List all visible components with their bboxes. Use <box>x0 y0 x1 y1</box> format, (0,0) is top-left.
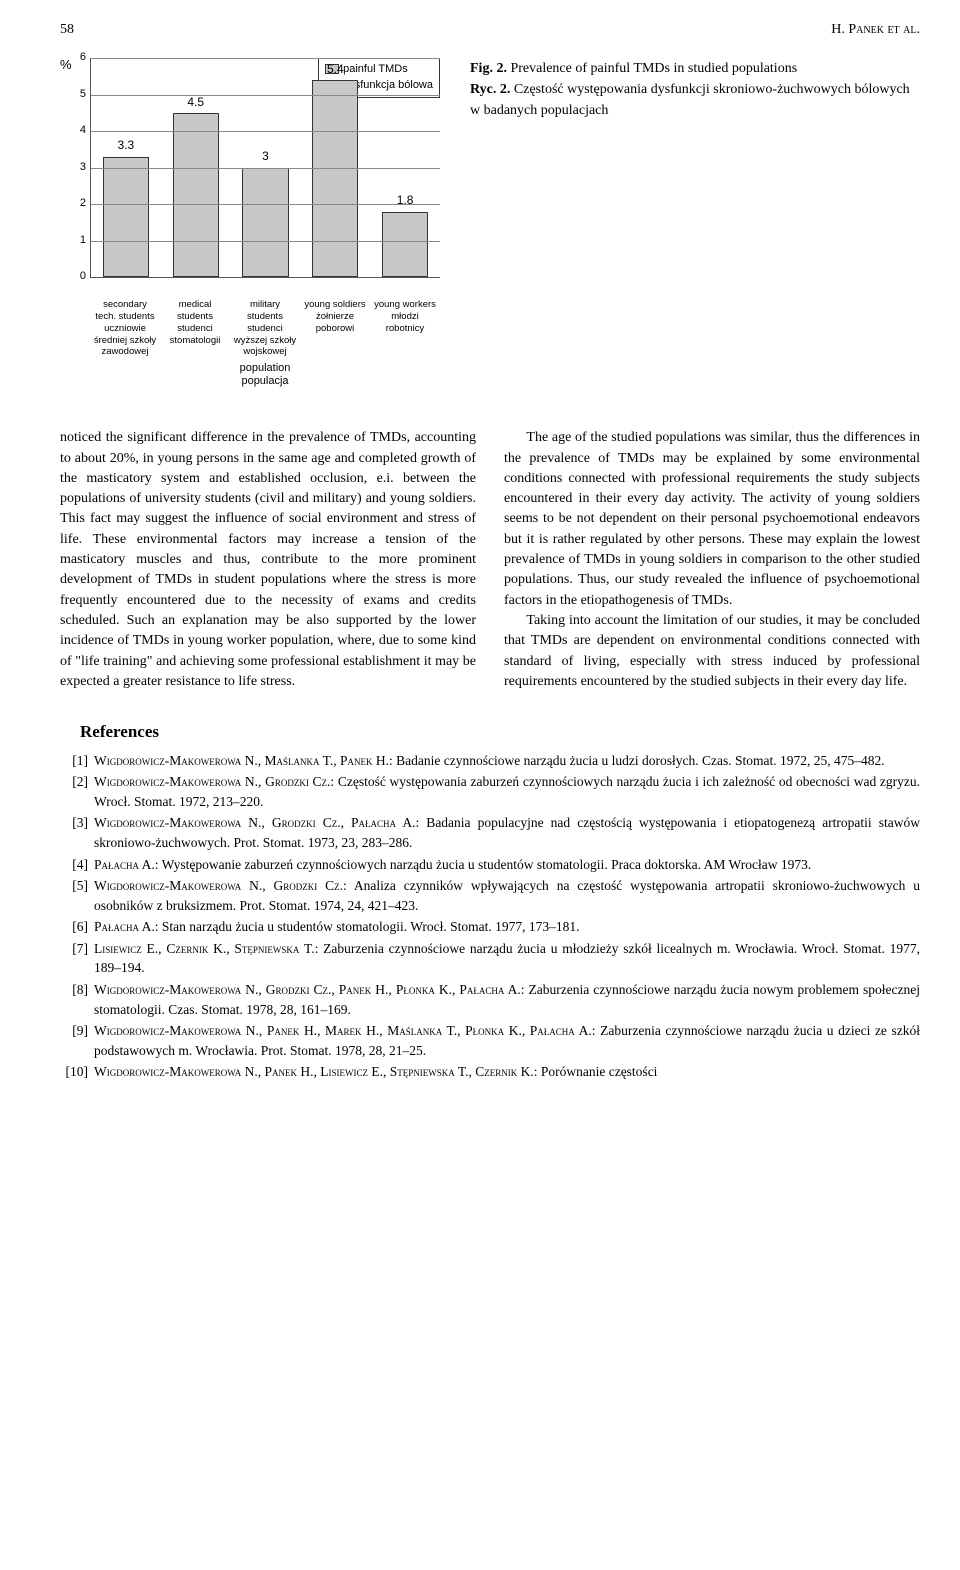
reference-text: Wigdorowicz-Makowerowa N., Grodzki Cz., … <box>94 980 920 1019</box>
figure-row: % painful TMDs dysfunkcja bólowa 3.34.53… <box>60 58 920 398</box>
y-tick-label: 0 <box>71 269 86 285</box>
reference-item: [5]Wigdorowicz-Makowerowa N., Grodzki Cz… <box>60 876 920 915</box>
bar <box>173 113 219 277</box>
bar-value-label: 5.4 <box>327 61 344 78</box>
x-tick-label: military studentsstudenci wyższej szkoły… <box>230 299 300 358</box>
reference-text: Lisiewicz E., Czernik K., Stępniewska T.… <box>94 939 920 978</box>
reference-body: : Stan narządu żucia u studentów stomato… <box>155 919 580 934</box>
reference-item: [10]Wigdorowicz-Makowerowa N., Panek H.,… <box>60 1062 920 1082</box>
x-tick-label: young soldiersżołnierze poborowi <box>300 299 370 358</box>
bar-value-label: 4.5 <box>187 94 204 111</box>
x-axis-label-pl: populacja <box>241 375 288 387</box>
y-tick-label: 6 <box>71 50 86 66</box>
bar <box>382 212 428 278</box>
reference-authors: Wigdorowicz-Makowerowa N., Grodzki Cz. <box>94 774 330 789</box>
reference-number: [8] <box>60 980 94 1019</box>
reference-authors: Wigdorowicz-Makowerowa N., Grodzki Cz., … <box>94 815 415 830</box>
grid-line <box>91 241 440 242</box>
reference-text: Pałacha A.: Występowanie zaburzeń czynno… <box>94 855 920 875</box>
x-tick-label: secondary tech. studentsuczniowie średni… <box>90 299 160 358</box>
x-tick-label: medical studentsstudenci stomatologii <box>160 299 230 358</box>
reference-body: : Występowanie zaburzeń czynnościowych n… <box>155 857 811 872</box>
reference-text: Pałacha A.: Stan narządu żucia u student… <box>94 917 920 937</box>
reference-number: [10] <box>60 1062 94 1082</box>
reference-authors: Pałacha A. <box>94 919 155 934</box>
caption-prefix-en: Fig. 2. <box>470 61 507 76</box>
reference-number: [6] <box>60 917 94 937</box>
reference-item: [4]Pałacha A.: Występowanie zaburzeń czy… <box>60 855 920 875</box>
header-authors: H. Panek et al. <box>831 20 920 40</box>
page-header: 58 H. Panek et al. <box>60 20 920 40</box>
reference-number: [2] <box>60 772 94 811</box>
reference-authors: Wigdorowicz-Makowerowa N., Grodzki Cz., … <box>94 982 521 997</box>
grid-line <box>91 131 440 132</box>
reference-number: [7] <box>60 939 94 978</box>
y-axis-label: % <box>60 56 72 75</box>
reference-number: [1] <box>60 751 94 771</box>
bar-value-label: 3.3 <box>118 137 135 154</box>
grid-line <box>91 168 440 169</box>
reference-authors: Pałacha A. <box>94 857 155 872</box>
y-tick-label: 1 <box>71 233 86 249</box>
reference-number: [4] <box>60 855 94 875</box>
reference-body: : Badanie czynnościowe narządu żucia u l… <box>389 753 885 768</box>
reference-text: Wigdorowicz-Makowerowa N., Maślanka T., … <box>94 751 920 771</box>
body-p1: noticed the significant difference in th… <box>60 428 476 692</box>
x-tick-label: young workersmłodzi robotnicy <box>370 299 440 358</box>
reference-authors: Wigdorowicz-Makowerowa N., Grodzki Cz. <box>94 878 343 893</box>
y-tick-label: 3 <box>71 160 86 176</box>
bar-chart: % painful TMDs dysfunkcja bólowa 3.34.53… <box>60 58 440 398</box>
reference-authors: Wigdorowicz-Makowerowa N., Panek H., Mar… <box>94 1023 592 1038</box>
reference-item: [2]Wigdorowicz-Makowerowa N., Grodzki Cz… <box>60 772 920 811</box>
references-list: [1]Wigdorowicz-Makowerowa N., Maślanka T… <box>60 751 920 1082</box>
y-tick-label: 2 <box>71 196 86 212</box>
caption-text-pl: Częstość występowania dysfunkcji skronio… <box>470 82 910 118</box>
reference-item: [6]Pałacha A.: Stan narządu żucia u stud… <box>60 917 920 937</box>
reference-text: Wigdorowicz-Makowerowa N., Panek H., Lis… <box>94 1062 920 1082</box>
bar <box>242 168 288 278</box>
grid-line <box>91 58 440 59</box>
reference-item: [8]Wigdorowicz-Makowerowa N., Grodzki Cz… <box>60 980 920 1019</box>
page-number: 58 <box>60 20 74 40</box>
reference-body: : Porównanie częstości <box>534 1064 658 1079</box>
x-axis-label: population populacja <box>90 362 440 388</box>
y-tick-label: 5 <box>71 87 86 103</box>
body-p3: Taking into account the limitation of ou… <box>504 611 920 692</box>
reference-item: [1]Wigdorowicz-Makowerowa N., Maślanka T… <box>60 751 920 771</box>
x-tick-labels: secondary tech. studentsuczniowie średni… <box>90 299 440 358</box>
y-tick-label: 4 <box>71 123 86 139</box>
reference-text: Wigdorowicz-Makowerowa N., Grodzki Cz.: … <box>94 876 920 915</box>
references-heading: References <box>80 720 920 745</box>
reference-number: [9] <box>60 1021 94 1060</box>
body-p2: The age of the studied populations was s… <box>504 428 920 611</box>
reference-text: Wigdorowicz-Makowerowa N., Panek H., Mar… <box>94 1021 920 1060</box>
x-axis-label-en: population <box>240 362 291 374</box>
bar <box>103 157 149 277</box>
figure-caption: Fig. 2. Prevalence of painful TMDs in st… <box>470 58 920 121</box>
caption-prefix-pl: Ryc. 2. <box>470 82 510 97</box>
reference-authors: Wigdorowicz-Makowerowa N., Maślanka T., … <box>94 753 389 768</box>
reference-text: Wigdorowicz-Makowerowa N., Grodzki Cz.: … <box>94 772 920 811</box>
caption-text-en: Prevalence of painful TMDs in studied po… <box>507 61 797 76</box>
reference-item: [9]Wigdorowicz-Makowerowa N., Panek H., … <box>60 1021 920 1060</box>
reference-authors: Wigdorowicz-Makowerowa N., Panek H., Lis… <box>94 1064 534 1079</box>
reference-authors: Lisiewicz E., Czernik K., Stępniewska T. <box>94 941 315 956</box>
reference-item: [3]Wigdorowicz-Makowerowa N., Grodzki Cz… <box>60 813 920 852</box>
grid-line <box>91 95 440 96</box>
plot-area: painful TMDs dysfunkcja bólowa 3.34.535.… <box>90 58 440 278</box>
reference-number: [3] <box>60 813 94 852</box>
body-columns: noticed the significant difference in th… <box>60 428 920 692</box>
reference-number: [5] <box>60 876 94 915</box>
bar-value-label: 3 <box>262 148 269 165</box>
reference-text: Wigdorowicz-Makowerowa N., Grodzki Cz., … <box>94 813 920 852</box>
reference-item: [7]Lisiewicz E., Czernik K., Stępniewska… <box>60 939 920 978</box>
bar <box>312 80 358 277</box>
grid-line <box>91 204 440 205</box>
bar-value-label: 1.8 <box>397 192 414 209</box>
